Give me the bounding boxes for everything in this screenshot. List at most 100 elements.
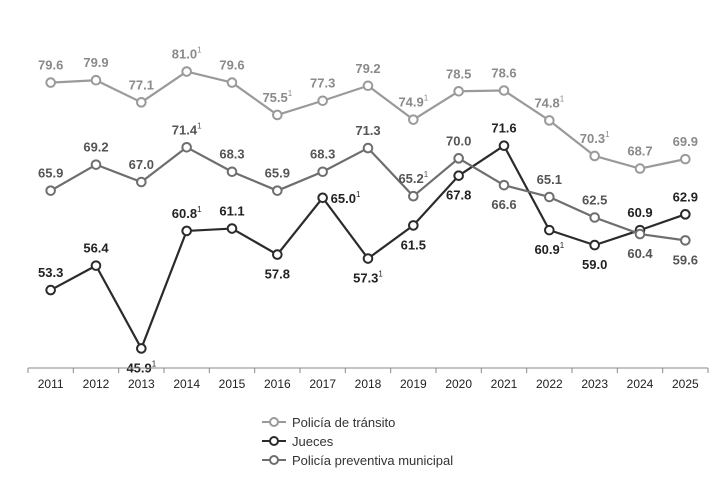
- data-label-jueces: 53.3: [38, 265, 63, 280]
- data-point-transito: [317, 95, 328, 107]
- data-label-preventiva: 71.3: [355, 123, 380, 138]
- data-label-jueces: 56.4: [83, 241, 109, 256]
- x-axis: 2011 2012 2013 2014 2015 2016 2017 2018 2019 2020…: [27, 367, 709, 391]
- legend-item: Policía preventiva municipal: [262, 453, 453, 468]
- data-label-transito: 79.9: [83, 55, 108, 70]
- data-point-transito: [45, 77, 56, 88]
- data-point-preventiva: [90, 159, 102, 170]
- data-point-preventiva: [317, 166, 328, 178]
- data-label-jueces: 57.8: [265, 267, 290, 282]
- data-label-jueces: 65.01: [331, 190, 361, 206]
- data-label-jueces: 60.9: [627, 205, 652, 220]
- x-tick-label: 2018: [355, 377, 382, 391]
- x-tick-label: 2023: [581, 377, 608, 391]
- data-point-transito: [544, 115, 555, 126]
- x-tick-label: 2020: [445, 377, 472, 391]
- data-label-preventiva: 69.2: [83, 140, 108, 155]
- x-tick-label: 2017: [309, 377, 336, 391]
- data-point-transito: [136, 97, 147, 108]
- data-point-jueces: [544, 224, 555, 236]
- data-point-preventiva: [45, 185, 56, 196]
- data-point-jueces: [226, 223, 238, 234]
- x-tick-label: 2012: [83, 377, 110, 391]
- data-point-transito: [589, 150, 600, 162]
- data-point-jueces: [181, 225, 192, 237]
- legend-marker: [269, 455, 279, 465]
- data-point-transito: [408, 114, 419, 125]
- data-label-transito: 68.7: [627, 144, 652, 159]
- data-point-transito: [498, 85, 510, 96]
- legend: Policía de tránsito Jueces Policía prevent…: [262, 415, 453, 468]
- data-point-preventiva: [226, 166, 238, 178]
- data-point-preventiva: [272, 185, 283, 196]
- data-label-preventiva: 66.6: [491, 197, 516, 212]
- data-point-jueces: [272, 249, 283, 260]
- x-tick-label: 2013: [128, 377, 155, 391]
- x-tick-label: 2024: [627, 377, 654, 391]
- data-point-jueces: [136, 343, 147, 354]
- data-label-preventiva: 65.9: [265, 166, 290, 181]
- data-label-transito: 74.81: [534, 94, 564, 110]
- data-point-preventiva: [136, 176, 147, 188]
- data-point-preventiva: [634, 228, 646, 240]
- legend-item: Jueces: [262, 434, 334, 449]
- data-label-preventiva: 60.4: [627, 246, 653, 261]
- data-point-preventiva: [408, 190, 419, 202]
- x-tick-label: 2016: [264, 377, 291, 391]
- data-point-preventiva: [362, 142, 374, 154]
- data-point-transito: [362, 80, 374, 92]
- data-label-transito: 79.6: [38, 58, 63, 73]
- x-tick-label: 2025: [672, 377, 699, 391]
- data-label-transito: 75.51: [262, 89, 292, 105]
- legend-item: Policía de tránsito: [262, 415, 395, 430]
- data-label-transito: 79.2: [355, 61, 380, 76]
- data-point-jueces: [45, 284, 56, 296]
- series-transito: [45, 66, 691, 174]
- data-label-preventiva: 71.41: [172, 121, 202, 137]
- data-label-jueces: 61.5: [401, 237, 426, 252]
- data-point-jueces: [90, 260, 102, 271]
- data-point-jueces: [589, 239, 600, 251]
- data-point-preventiva: [498, 179, 510, 191]
- data-label-preventiva: 65.1: [537, 172, 562, 187]
- data-point-transito: [226, 77, 238, 88]
- data-label-jueces: 67.8: [446, 188, 471, 203]
- data-label-transito: 74.91: [398, 94, 428, 110]
- data-point-jueces: [680, 209, 691, 220]
- series-preventiva: [45, 141, 691, 246]
- legend-label: Jueces: [292, 434, 334, 449]
- data-label-jueces: 45.91: [126, 359, 156, 375]
- data-point-transito: [453, 85, 464, 97]
- data-point-preventiva: [181, 141, 192, 153]
- legend-label: Policía de tránsito: [292, 415, 395, 430]
- data-label-transito: 77.1: [129, 77, 154, 92]
- legend-marker: [269, 436, 279, 446]
- data-point-transito: [634, 163, 646, 174]
- data-point-preventiva: [680, 235, 691, 246]
- x-tick-label: 2022: [536, 377, 563, 391]
- series-jueces: [45, 140, 691, 354]
- data-point-jueces: [362, 253, 374, 264]
- data-label-transito: 77.3: [310, 76, 335, 91]
- data-label-preventiva: 62.5: [582, 193, 607, 208]
- data-label-jueces: 71.6: [491, 121, 516, 136]
- data-point-transito: [181, 66, 192, 77]
- x-tick-label: 2011: [38, 377, 64, 391]
- data-label-jueces: 59.0: [582, 257, 607, 272]
- series-layer: [45, 66, 691, 354]
- data-point-transito: [680, 153, 691, 165]
- data-label-preventiva: 70.0: [446, 133, 471, 148]
- data-point-jueces: [498, 140, 510, 152]
- data-label-preventiva: 67.0: [129, 157, 154, 172]
- data-label-preventiva: 65.9: [38, 166, 63, 181]
- x-tick-label: 2014: [173, 377, 200, 391]
- data-point-preventiva: [544, 191, 555, 203]
- data-point-transito: [272, 109, 283, 121]
- data-label-jueces: 62.9: [673, 189, 698, 204]
- data-label-transito: 81.01: [172, 46, 202, 62]
- data-point-jueces: [453, 170, 464, 181]
- data-label-preventiva: 59.6: [673, 252, 698, 267]
- data-label-transito: 79.6: [219, 58, 244, 73]
